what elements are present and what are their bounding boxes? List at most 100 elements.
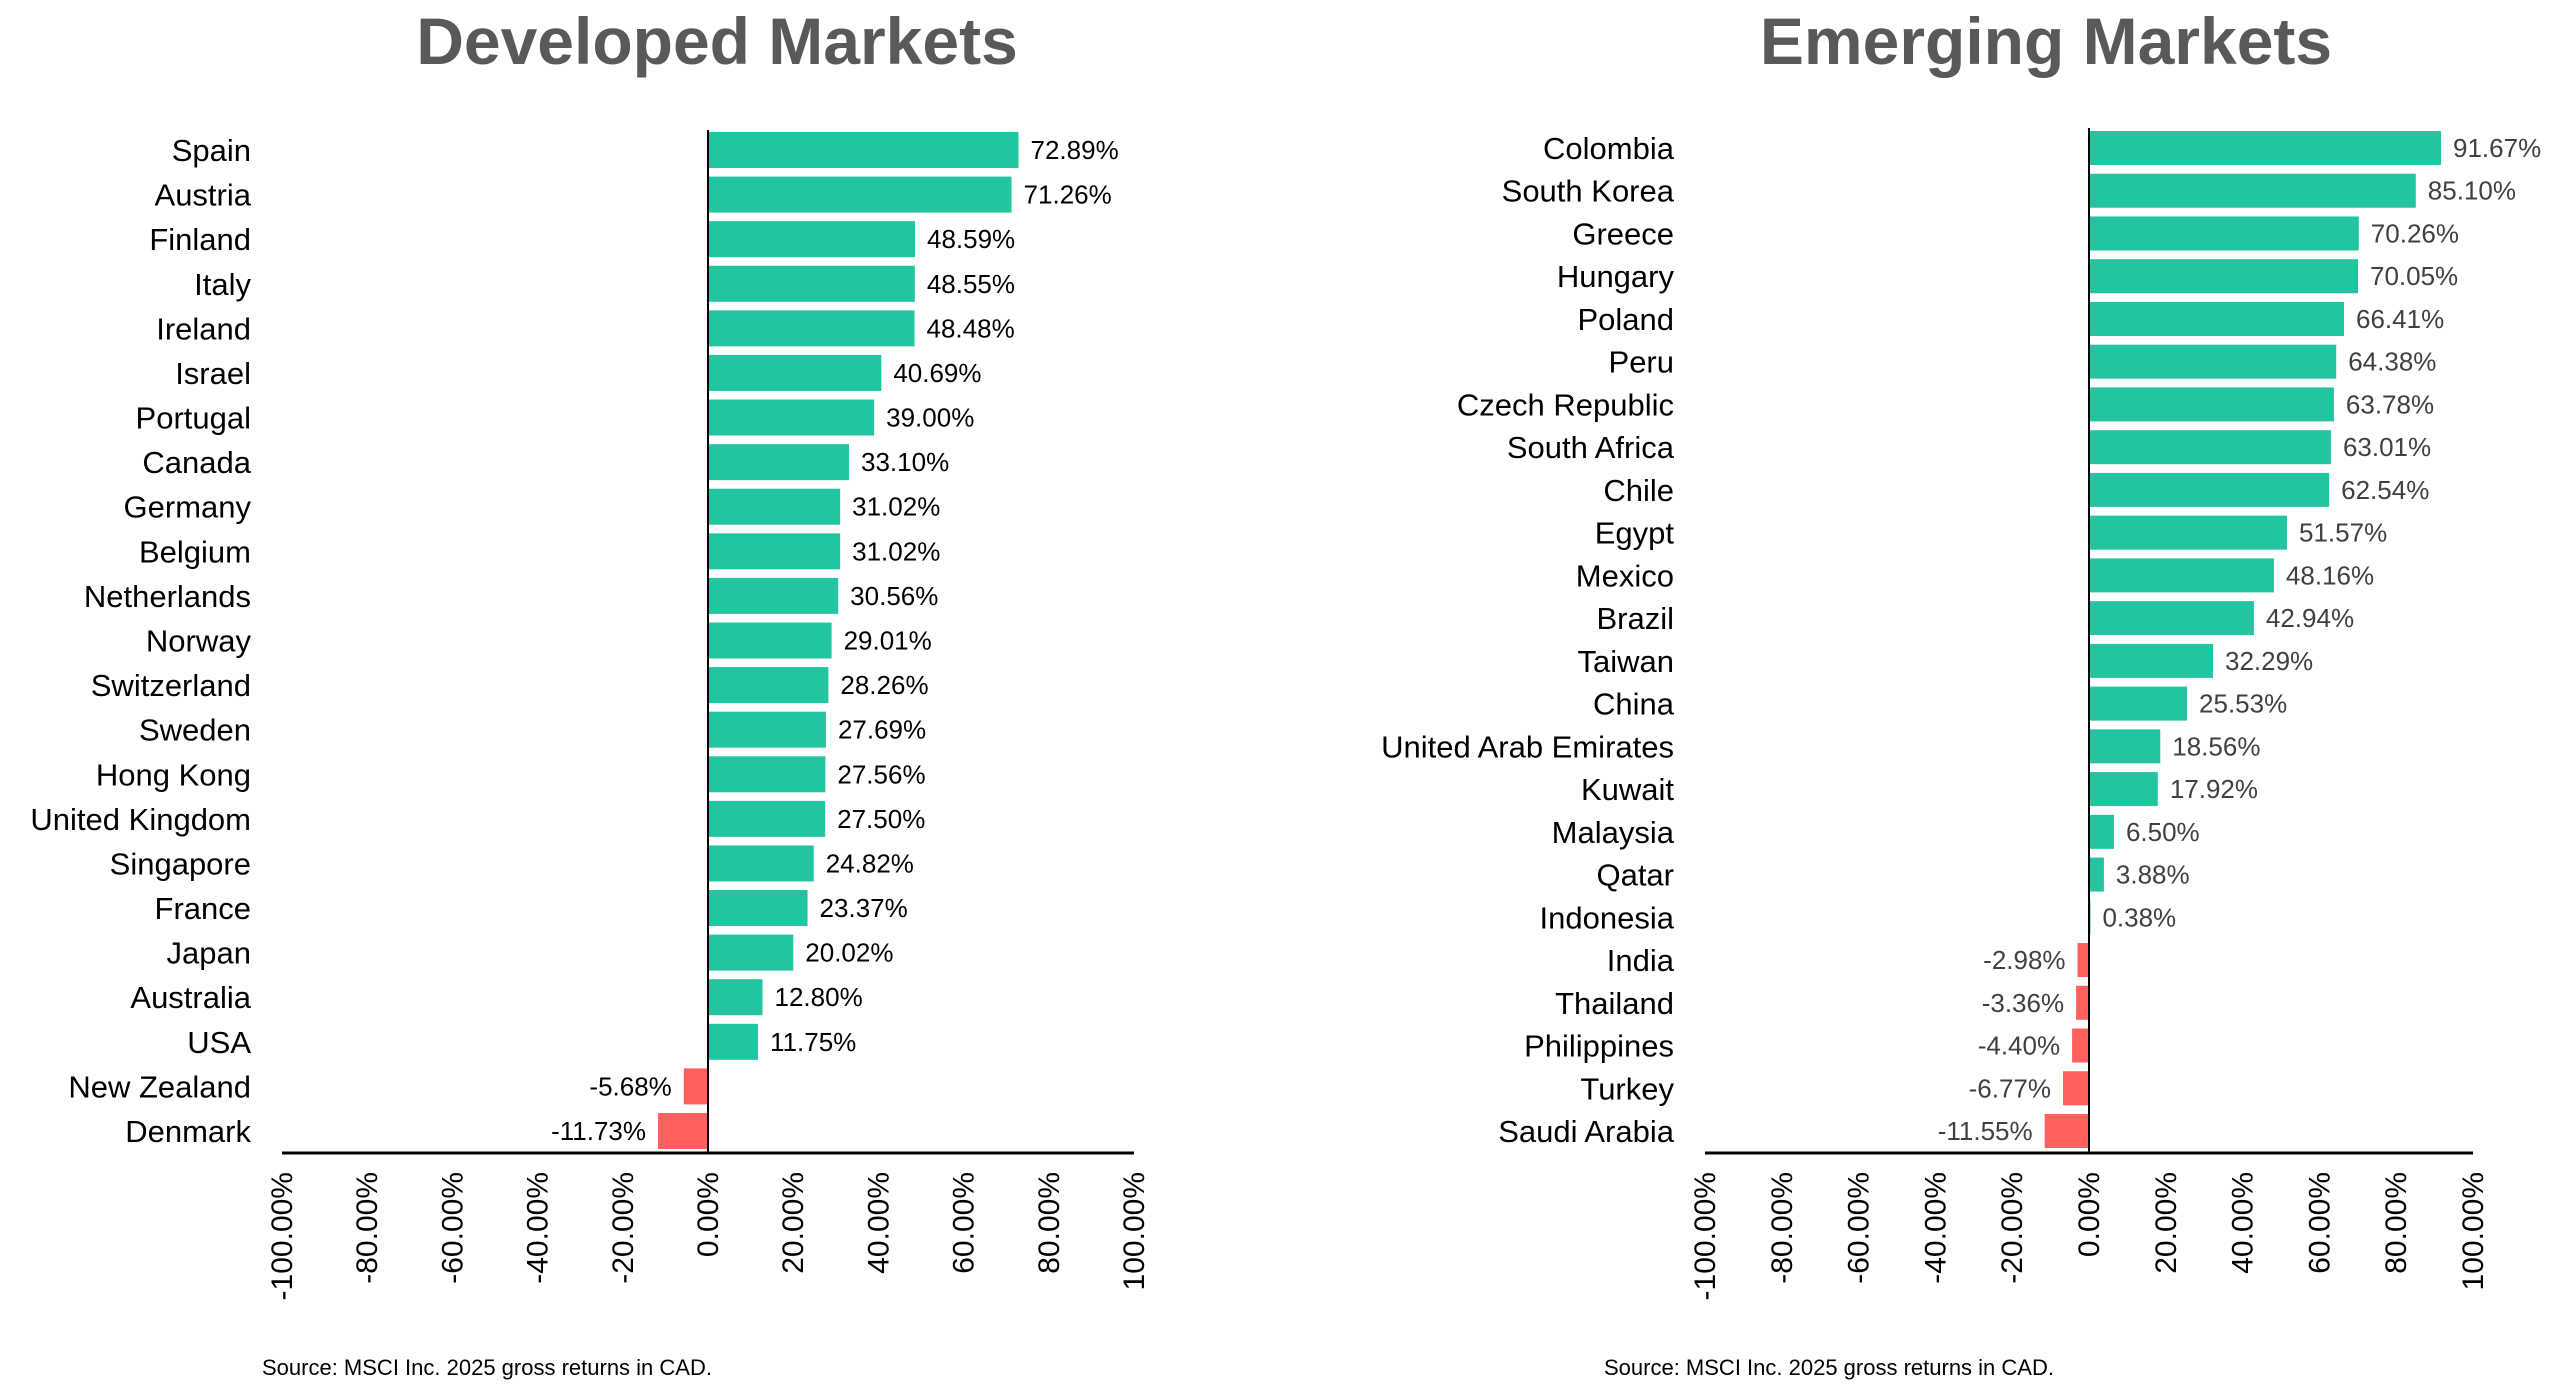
data-label: 11.75% bbox=[770, 1027, 856, 1057]
bar-colombia bbox=[2089, 131, 2442, 165]
category-label: USA bbox=[187, 1025, 251, 1060]
category-label: Turkey bbox=[1580, 1071, 1674, 1106]
x-tick-label: 20.00% bbox=[777, 1172, 810, 1274]
bar-qatar bbox=[2089, 857, 2104, 892]
category-label: South Korea bbox=[1502, 174, 1675, 209]
data-labels: 91.67% 85.10% 70.26% 70.05% 66.41% 64.38% 63.7… bbox=[1938, 133, 2541, 1146]
data-label: 28.26% bbox=[840, 670, 928, 700]
bar-hungary bbox=[2089, 259, 2358, 294]
bar-sweden bbox=[708, 711, 826, 748]
category-label: Kuwait bbox=[1581, 772, 1674, 807]
category-label: Hong Kong bbox=[96, 757, 251, 792]
bar-south-africa bbox=[2089, 430, 2331, 465]
x-tick-label: -20.00% bbox=[1996, 1172, 2029, 1284]
data-label: 48.55% bbox=[927, 269, 1015, 299]
category-labels: Colombia South Korea Greece Hungary Poland Pe… bbox=[1381, 131, 1675, 1149]
bar-canada bbox=[708, 444, 850, 481]
x-tick-label: -20.00% bbox=[607, 1172, 640, 1284]
data-label: 70.05% bbox=[2370, 261, 2458, 291]
bar-kuwait bbox=[2089, 772, 2158, 807]
data-label: 32.29% bbox=[2225, 646, 2313, 676]
category-label: New Zealand bbox=[68, 1069, 251, 1104]
data-label: 72.89% bbox=[1031, 135, 1119, 165]
bar-hong-kong bbox=[708, 756, 826, 793]
developed-markets-chart: Developed Markets Spain Austria Finland Ita… bbox=[30, 4, 1151, 1380]
bar-turkey bbox=[2063, 1071, 2089, 1106]
bar-ireland bbox=[708, 310, 915, 347]
bar-united-arab-emirates bbox=[2089, 729, 2161, 764]
bar-finland bbox=[708, 221, 915, 258]
bar-israel bbox=[708, 354, 882, 391]
bar-china bbox=[2089, 686, 2188, 721]
x-tick-label: 80.00% bbox=[1033, 1172, 1066, 1274]
category-label: Switzerland bbox=[91, 668, 251, 703]
category-label: Peru bbox=[1609, 345, 1674, 380]
category-label: Philippines bbox=[1524, 1029, 1674, 1064]
category-label: Finland bbox=[149, 222, 251, 257]
bar-norway bbox=[708, 622, 832, 659]
x-tick-label: 40.00% bbox=[2227, 1172, 2260, 1274]
bar-philippines bbox=[2072, 1028, 2089, 1063]
emerging-markets-chart: Emerging Markets Colombia South Korea Gree… bbox=[1381, 4, 2541, 1380]
category-label: Singapore bbox=[110, 846, 251, 881]
data-label: 48.16% bbox=[2286, 560, 2374, 590]
data-label: 0.38% bbox=[2102, 902, 2176, 932]
axes bbox=[282, 130, 1134, 1155]
data-label: 27.69% bbox=[838, 715, 926, 745]
data-label: -11.73% bbox=[551, 1116, 646, 1146]
category-label: Indonesia bbox=[1540, 900, 1675, 935]
category-label: Japan bbox=[167, 936, 251, 971]
category-label: Colombia bbox=[1543, 131, 1675, 166]
data-label: 12.80% bbox=[775, 982, 863, 1012]
data-label: -6.77% bbox=[1969, 1073, 2051, 1103]
bar-germany bbox=[708, 488, 841, 525]
data-label: 62.54% bbox=[2341, 475, 2429, 505]
bar-chile bbox=[2089, 472, 2330, 507]
bar-taiwan bbox=[2089, 643, 2213, 678]
x-tick-label: 100.00% bbox=[1118, 1172, 1151, 1290]
bar-denmark bbox=[658, 1113, 708, 1149]
bar-netherlands bbox=[708, 577, 839, 614]
category-label: Czech Republic bbox=[1457, 387, 1674, 422]
x-tick-label: -60.00% bbox=[1843, 1172, 1876, 1284]
data-label: -2.98% bbox=[1983, 945, 2065, 975]
axes bbox=[1705, 128, 2473, 1155]
data-label: -4.40% bbox=[1978, 1031, 2060, 1061]
bar-portugal bbox=[708, 399, 875, 436]
category-label: Belgium bbox=[139, 534, 251, 569]
category-label: Canada bbox=[142, 445, 251, 480]
bar-poland bbox=[2089, 301, 2345, 336]
data-label: 48.48% bbox=[927, 313, 1015, 343]
bar-italy bbox=[708, 265, 915, 302]
bar-mexico bbox=[2089, 558, 2274, 593]
x-tick-label: 60.00% bbox=[2303, 1172, 2336, 1274]
x-tick-labels: -100.00% -80.00% -60.00% -40.00% -20.00% 0.00… bbox=[1689, 1172, 2490, 1300]
category-label: India bbox=[1607, 943, 1675, 978]
category-label: Ireland bbox=[156, 311, 251, 346]
bars-group bbox=[2044, 131, 2442, 1148]
x-tick-label: 40.00% bbox=[862, 1172, 895, 1274]
x-tick-label: 100.00% bbox=[2457, 1172, 2490, 1290]
category-label: Portugal bbox=[136, 401, 251, 436]
data-label: 18.56% bbox=[2172, 731, 2260, 761]
bar-saudi-arabia bbox=[2044, 1114, 2089, 1148]
data-label: -5.68% bbox=[589, 1071, 671, 1101]
bar-egypt bbox=[2089, 515, 2288, 550]
data-label: 33.10% bbox=[861, 447, 949, 477]
data-label: -3.36% bbox=[1982, 988, 2064, 1018]
category-label: South Africa bbox=[1507, 430, 1675, 465]
data-label: -11.55% bbox=[1938, 1116, 2033, 1146]
bar-south-korea bbox=[2089, 173, 2416, 208]
chart-title: Emerging Markets bbox=[1760, 4, 2332, 78]
bar-malaysia bbox=[2089, 814, 2114, 849]
category-label: Hungary bbox=[1557, 259, 1675, 294]
category-label: Norway bbox=[146, 624, 252, 659]
category-label: Brazil bbox=[1596, 601, 1674, 636]
x-tick-label: 0.00% bbox=[692, 1172, 725, 1257]
bar-greece bbox=[2089, 216, 2359, 251]
x-tick-labels: -100.00% -80.00% -60.00% -40.00% -20.00% 0.00… bbox=[266, 1172, 1151, 1300]
bar-new-zealand bbox=[683, 1068, 708, 1105]
category-label: Israel bbox=[175, 356, 251, 391]
data-label: 27.50% bbox=[837, 804, 925, 834]
